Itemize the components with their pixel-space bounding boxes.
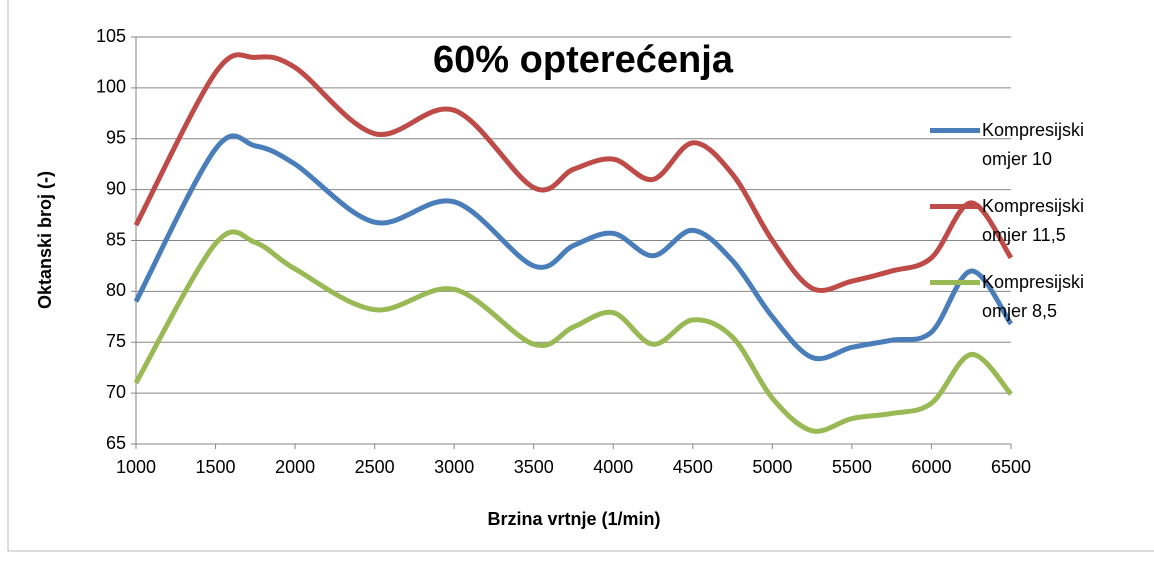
y-tick-label: 70 xyxy=(106,382,126,402)
x-tick-label: 6500 xyxy=(991,457,1031,477)
x-tick-label: 4000 xyxy=(593,457,633,477)
legend-item: Kompresijski omjer 10 xyxy=(926,116,1146,192)
legend-item: Kompresijski omjer 11,5 xyxy=(926,192,1146,268)
y-tick-label: 85 xyxy=(106,229,126,249)
y-tick-label: 95 xyxy=(106,128,126,148)
x-tick-label: 3000 xyxy=(434,457,474,477)
legend-swatch xyxy=(930,128,980,133)
x-tick-label: 2000 xyxy=(275,457,315,477)
data-line xyxy=(133,52,1014,293)
x-axis-title: Brzina vrtnje (1/min) xyxy=(487,509,660,529)
x-tick-label: 2500 xyxy=(355,457,395,477)
x-tick-label: 5500 xyxy=(832,457,872,477)
chart-title: 60% opterećenja xyxy=(433,39,734,81)
legend-swatch xyxy=(930,204,980,209)
legend-label: Kompresijski omjer 8,5 xyxy=(982,272,1085,321)
legend-label: Kompresijski omjer 10 xyxy=(982,120,1085,169)
legend-label: Kompresijski omjer 11,5 xyxy=(982,196,1085,245)
y-tick-label: 75 xyxy=(106,331,126,351)
data-line xyxy=(133,229,1013,434)
y-tick-label: 80 xyxy=(106,280,126,300)
x-tick-label: 1000 xyxy=(116,457,156,477)
x-tick-label: 6000 xyxy=(911,457,951,477)
x-tick-label: 1500 xyxy=(196,457,236,477)
y-tick-label: 105 xyxy=(96,26,126,46)
data-line xyxy=(133,133,1014,362)
x-tick-label: 3500 xyxy=(514,457,554,477)
legend-swatch xyxy=(930,280,980,285)
y-tick-label: 100 xyxy=(96,77,126,97)
x-tick-label: 4500 xyxy=(673,457,713,477)
y-tick-label: 90 xyxy=(106,178,126,198)
y-axis-title: Oktanski broj (-) xyxy=(35,171,55,309)
legend-item: Kompresijski omjer 8,5 xyxy=(926,268,1146,344)
y-tick-label: 65 xyxy=(106,433,126,453)
x-tick-label: 5000 xyxy=(752,457,792,477)
legend: Kompresijski omjer 10 Kompresijski omjer … xyxy=(926,116,1146,344)
